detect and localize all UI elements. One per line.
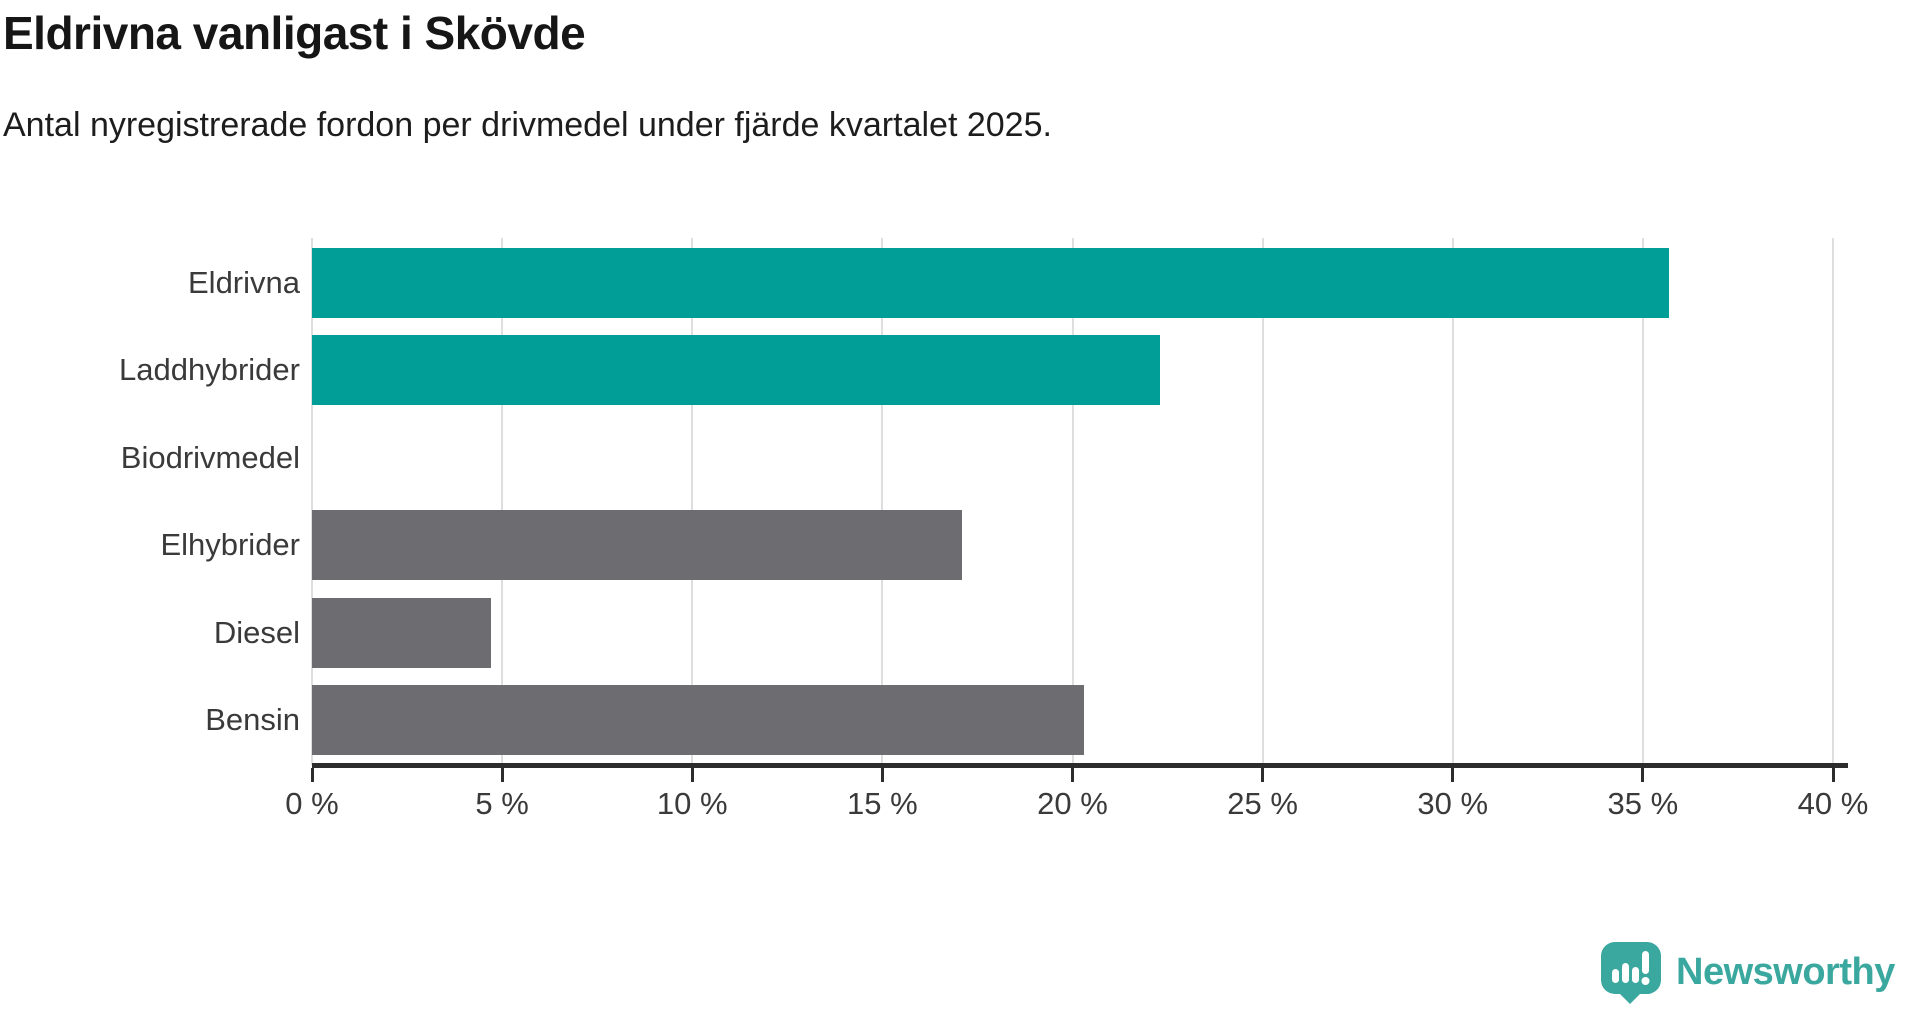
gridline bbox=[1451, 238, 1454, 765]
x-axis-tick-label: 5 % bbox=[475, 786, 529, 821]
gridline bbox=[311, 238, 313, 765]
gridline bbox=[691, 238, 694, 765]
chart-title: Eldrivna vanligast i Skövde bbox=[3, 7, 586, 59]
x-axis-tick-label: 10 % bbox=[656, 786, 728, 821]
category-label-eldrivna: Eldrivna bbox=[188, 265, 300, 300]
x-axis-tick bbox=[880, 768, 884, 782]
x-axis-tick-label: 20 % bbox=[1037, 786, 1108, 821]
category-label-elhybrider: Elhybrider bbox=[160, 527, 300, 563]
chart-subtitle: Antal nyregistrerade fordon per drivmede… bbox=[3, 106, 1052, 144]
x-axis-tick-label: 35 % bbox=[1607, 786, 1679, 821]
gridline bbox=[1071, 238, 1074, 765]
category-label-bensin: Bensin bbox=[205, 702, 300, 737]
x-axis-tick bbox=[1831, 768, 1835, 782]
gridline bbox=[501, 238, 504, 765]
x-axis-tick bbox=[310, 768, 314, 782]
newsworthy-wordmark: Newsworthy bbox=[1676, 950, 1895, 993]
category-label-biodrivmedel: Biodrivmedel bbox=[120, 439, 300, 475]
x-axis-tick-label: 15 % bbox=[847, 786, 918, 821]
bar-diesel bbox=[312, 597, 491, 668]
newsworthy-bar-chart-bubble-icon bbox=[1601, 942, 1661, 1004]
x-axis-tick-label: 30 % bbox=[1417, 786, 1489, 821]
x-axis-line bbox=[312, 763, 1848, 768]
x-axis-tick bbox=[1641, 768, 1645, 782]
plot-area bbox=[311, 238, 1834, 765]
category-label-laddhybrider: Laddhybrider bbox=[119, 352, 300, 388]
newsworthy-logo: Newsworthy bbox=[1599, 940, 1895, 1004]
x-axis-tick bbox=[1451, 768, 1455, 782]
bar-eldrivna bbox=[312, 248, 1670, 318]
bar-laddhybrider bbox=[312, 335, 1160, 406]
bar-bensin bbox=[312, 685, 1084, 755]
gridline bbox=[1641, 238, 1644, 765]
x-axis-tick-label: 25 % bbox=[1227, 786, 1298, 821]
gridline bbox=[1832, 238, 1834, 765]
x-axis-tick bbox=[1261, 768, 1265, 782]
x-axis-tick bbox=[1071, 768, 1074, 782]
category-label-diesel: Diesel bbox=[213, 614, 300, 650]
x-axis-tick-label: 0 % bbox=[285, 786, 339, 821]
x-axis-tick-label: 40 % bbox=[1797, 786, 1869, 821]
x-axis-tick bbox=[690, 768, 694, 782]
gridline bbox=[881, 238, 884, 765]
gridline bbox=[1261, 238, 1264, 765]
x-axis-tick bbox=[500, 768, 504, 782]
bar-elhybrider bbox=[312, 510, 963, 581]
